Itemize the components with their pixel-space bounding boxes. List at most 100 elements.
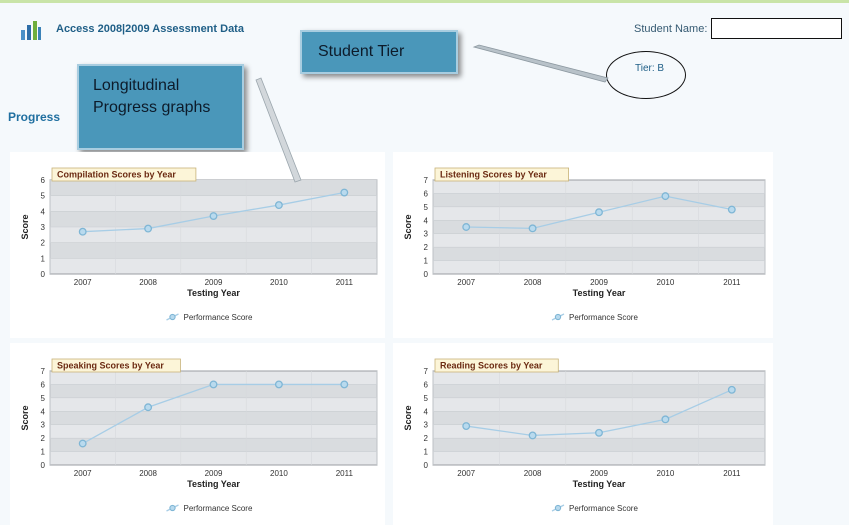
x-tick-label: 2011 bbox=[723, 469, 741, 478]
tier-arrow bbox=[472, 44, 609, 83]
legend-label: Performance Score bbox=[184, 313, 253, 322]
data-point bbox=[661, 415, 670, 424]
plot-band bbox=[50, 242, 377, 259]
y-tick-label: 4 bbox=[424, 216, 429, 225]
data-point bbox=[209, 212, 218, 220]
reading-chart: Reading Scores by Year 0 1 2 3 4 5 6 7 2007 2008 20… bbox=[403, 358, 766, 513]
data-point bbox=[274, 201, 283, 210]
x-tick-label: 2010 bbox=[270, 278, 288, 287]
listening-chart: Listening Scores by Year 0 1 2 3 4 5 6 7 2007 2008… bbox=[403, 167, 766, 322]
longitudinal-callout: Longitudinal Progress graphs bbox=[77, 64, 244, 150]
app-title: Access 2008|2009 Assessment Data bbox=[56, 23, 244, 35]
y-tick-label: 1 bbox=[41, 448, 46, 457]
y-tick-label: 4 bbox=[41, 207, 46, 216]
y-tick-label: 0 bbox=[424, 461, 429, 470]
x-tick-label: 2010 bbox=[270, 469, 288, 478]
y-tick-label: 7 bbox=[41, 367, 46, 376]
y-tick-label: 0 bbox=[424, 270, 429, 279]
chart-panel-reading: Reading Scores by Year 0 1 2 3 4 5 6 7 2007 2008 20… bbox=[393, 343, 773, 525]
x-axis-label: Testing Year bbox=[187, 479, 240, 489]
y-tick-label: 2 bbox=[424, 243, 429, 252]
longitudinal-callout-line1: Longitudinal bbox=[93, 77, 180, 94]
legend-marker bbox=[169, 504, 176, 512]
legend-label: Performance Score bbox=[569, 313, 638, 322]
y-tick-label: 4 bbox=[41, 407, 46, 416]
plot-band bbox=[50, 180, 377, 196]
chart-legend: Performance Score bbox=[551, 313, 638, 322]
y-tick-label: 7 bbox=[424, 367, 429, 376]
chart-title: Compilation Scores by Year bbox=[57, 170, 176, 180]
y-tick-label: 3 bbox=[424, 230, 429, 239]
y-tick-label: 1 bbox=[424, 257, 429, 266]
compilation-chart: Compilation Scores by Year 0 1 2 3 4 5 6 2007 200… bbox=[20, 167, 378, 322]
data-point bbox=[78, 439, 87, 448]
student-name-field[interactable] bbox=[711, 18, 842, 39]
tier-label: Tier: B bbox=[635, 63, 665, 74]
x-tick-label: 2008 bbox=[524, 278, 542, 287]
legend-marker bbox=[554, 313, 562, 321]
y-tick-label: 0 bbox=[41, 461, 46, 470]
chart-title: Reading Scores by Year bbox=[440, 361, 543, 371]
chart-title: Listening Scores by Year bbox=[440, 170, 547, 180]
student-name-label: Student Name: bbox=[634, 23, 708, 35]
legend-label: Performance Score bbox=[569, 504, 638, 513]
y-tick-label: 7 bbox=[424, 176, 429, 185]
top-accent-line bbox=[0, 0, 849, 3]
data-point bbox=[462, 223, 471, 231]
chart-title-tab bbox=[434, 358, 559, 373]
legend-marker bbox=[169, 313, 176, 321]
chart-title-tab bbox=[434, 167, 570, 182]
data-point bbox=[595, 428, 603, 437]
y-tick-label: 4 bbox=[424, 407, 429, 416]
y-tick-label: 2 bbox=[41, 434, 46, 443]
y-tick-label: 3 bbox=[41, 421, 46, 430]
longitudinal-callout-line2: Progress graphs bbox=[93, 99, 211, 116]
chart-legend: Performance Score bbox=[166, 313, 253, 322]
data-point bbox=[274, 380, 283, 389]
x-tick-label: 2008 bbox=[139, 469, 157, 478]
x-axis-label: Testing Year bbox=[573, 288, 626, 298]
chart-title: Speaking Scores by Year bbox=[57, 361, 164, 371]
data-point bbox=[528, 431, 537, 440]
y-tick-label: 5 bbox=[424, 394, 429, 403]
y-tick-label: 5 bbox=[424, 203, 429, 212]
x-tick-label: 2008 bbox=[524, 469, 542, 478]
tier-highlight-oval bbox=[606, 51, 686, 99]
data-point bbox=[727, 205, 736, 214]
x-tick-label: 2011 bbox=[336, 469, 354, 478]
chart-title-tab bbox=[51, 358, 181, 373]
data-point bbox=[528, 224, 537, 233]
data-point bbox=[78, 227, 87, 236]
x-tick-label: 2009 bbox=[590, 469, 608, 478]
y-tick-label: 6 bbox=[41, 176, 46, 185]
y-tick-label: 6 bbox=[41, 380, 46, 389]
x-tick-label: 2007 bbox=[457, 469, 475, 478]
y-tick-label: 3 bbox=[41, 223, 46, 232]
student-tier-callout: Student Tier bbox=[300, 30, 458, 74]
chart-logo-icon bbox=[21, 21, 41, 40]
plot-band bbox=[50, 411, 377, 425]
plot-band bbox=[433, 193, 765, 207]
progress-section-label: Progress bbox=[8, 110, 61, 124]
chart-panel-listening: Listening Scores by Year 0 1 2 3 4 5 6 7 2007 2008… bbox=[393, 152, 773, 338]
legend-label: Performance Score bbox=[184, 504, 253, 513]
plot-band bbox=[433, 438, 765, 452]
x-tick-label: 2010 bbox=[657, 278, 675, 287]
x-tick-label: 2011 bbox=[336, 278, 354, 287]
data-point bbox=[209, 380, 218, 389]
data-point bbox=[144, 224, 153, 233]
x-tick-label: 2007 bbox=[74, 469, 92, 478]
plot-band bbox=[50, 384, 377, 398]
x-tick-label: 2011 bbox=[723, 278, 741, 287]
chart-title-tab bbox=[51, 167, 197, 182]
speaking-chart: Speaking Scores by Year 0 1 2 3 4 5 6 7 2007 2008 2… bbox=[20, 358, 378, 513]
x-axis-label: Testing Year bbox=[187, 288, 240, 298]
y-tick-label: 2 bbox=[41, 239, 46, 248]
y-axis-label: Score bbox=[403, 405, 413, 430]
y-tick-label: 6 bbox=[424, 189, 429, 198]
data-point bbox=[595, 208, 603, 217]
y-tick-label: 3 bbox=[424, 421, 429, 430]
y-axis-label: Score bbox=[403, 214, 413, 239]
plot-band bbox=[433, 384, 765, 398]
data-point bbox=[144, 403, 153, 412]
